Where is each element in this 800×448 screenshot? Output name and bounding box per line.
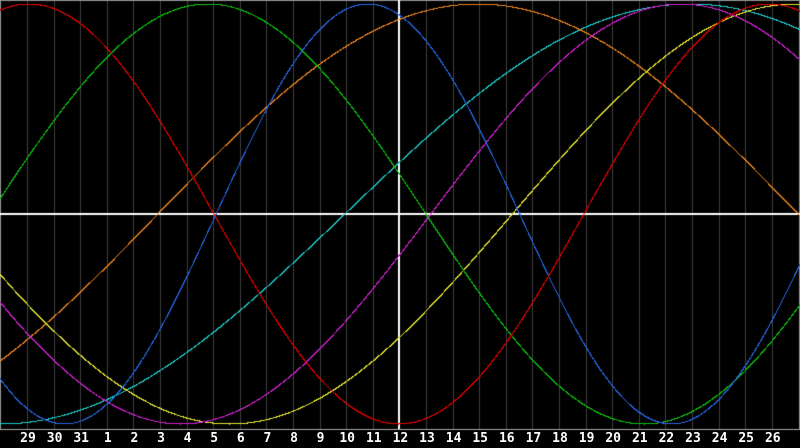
x-axis-label: 25 — [738, 431, 755, 446]
x-axis-label: 30 — [46, 431, 63, 446]
x-axis-label: 9 — [316, 431, 325, 446]
x-axis-day-labels: 29 30 31 1 2 3 4 5 6 7 8 9 10 11 12 13 14 15 16 17 18 19 20 21 2… — [0, 430, 800, 448]
x-axis-label: 3 — [157, 431, 165, 446]
x-axis-label: 24 — [711, 431, 728, 446]
x-axis-label: 2 — [130, 431, 139, 446]
x-axis-label: 4 — [183, 431, 192, 446]
x-axis-label: 10 — [339, 431, 356, 446]
x-axis-label: 31 — [73, 431, 90, 446]
x-axis-label: 12 — [392, 431, 409, 446]
x-axis-label: 26 — [764, 431, 781, 446]
x-axis-label: 17 — [525, 431, 542, 446]
x-axis-label: 20 — [605, 431, 622, 446]
x-axis-label: 21 — [631, 431, 648, 446]
x-axis-label: 19 — [578, 431, 595, 446]
x-axis-label: 6 — [236, 431, 245, 446]
x-axis-label: 16 — [498, 431, 515, 446]
x-axis-label: 14 — [445, 431, 462, 446]
x-axis-label: 8 — [290, 431, 298, 446]
x-axis-label: 29 — [20, 431, 36, 446]
x-axis-label: 18 — [552, 431, 568, 446]
x-axis-label: 5 — [210, 431, 219, 446]
x-axis-label: 15 — [472, 431, 489, 446]
x-axis-label: 11 — [365, 431, 382, 446]
x-axis-label: 7 — [263, 431, 272, 446]
x-axis-label: 13 — [419, 431, 435, 446]
x-axis-label: 22 — [658, 431, 675, 446]
x-axis-label: 23 — [685, 431, 701, 446]
x-axis-label: 1 — [103, 431, 112, 446]
